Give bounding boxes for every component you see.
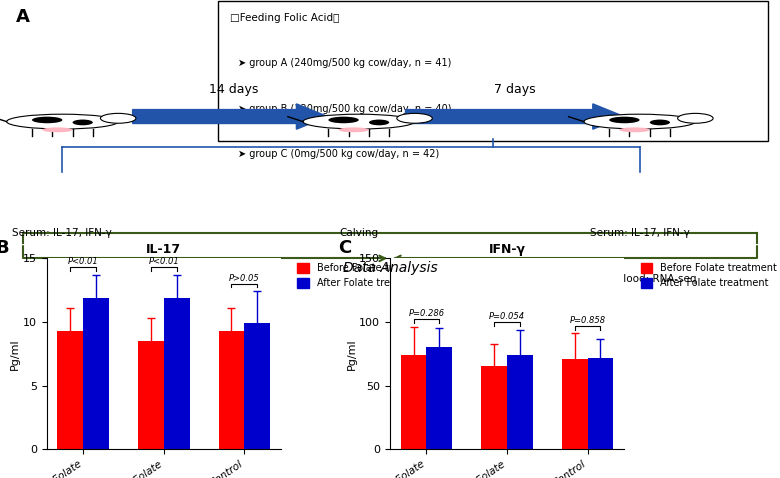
Text: Calving: Calving bbox=[339, 228, 378, 238]
Text: P=0.286: P=0.286 bbox=[409, 309, 445, 318]
Title: IFN-γ: IFN-γ bbox=[488, 242, 526, 256]
Bar bbox=[164, 298, 190, 449]
Bar bbox=[562, 359, 587, 449]
Legend: Before Folate treatment, After Folate treatment: Before Folate treatment, After Folate tr… bbox=[640, 263, 777, 288]
Text: Serum: IL-17, IFN-γ: Serum: IL-17, IFN-γ bbox=[590, 228, 690, 238]
Text: C: C bbox=[339, 239, 352, 257]
FancyArrow shape bbox=[406, 104, 624, 129]
Text: B: B bbox=[0, 239, 9, 257]
Ellipse shape bbox=[678, 113, 713, 123]
Ellipse shape bbox=[397, 113, 432, 123]
Ellipse shape bbox=[650, 120, 670, 125]
Bar bbox=[138, 341, 164, 449]
Bar bbox=[244, 323, 270, 449]
Title: IL-17: IL-17 bbox=[146, 242, 182, 256]
Text: ➤ group B (120mg/500 kg cow/day, n = 40): ➤ group B (120mg/500 kg cow/day, n = 40) bbox=[238, 104, 452, 114]
Ellipse shape bbox=[328, 117, 359, 123]
Text: P=0.858: P=0.858 bbox=[569, 316, 605, 325]
Bar bbox=[58, 331, 83, 449]
Y-axis label: Pg/ml: Pg/ml bbox=[346, 338, 356, 369]
Ellipse shape bbox=[339, 127, 369, 132]
Ellipse shape bbox=[101, 113, 136, 123]
Text: P<0.01: P<0.01 bbox=[68, 257, 98, 266]
FancyArrow shape bbox=[133, 104, 328, 129]
Text: Serum: IL-17, IFN-γ: Serum: IL-17, IFN-γ bbox=[12, 228, 112, 238]
Text: □Feeding Folic Acid：: □Feeding Folic Acid： bbox=[230, 13, 339, 22]
Text: P>0.05: P>0.05 bbox=[229, 274, 260, 282]
Ellipse shape bbox=[583, 114, 695, 129]
Ellipse shape bbox=[73, 120, 93, 125]
Text: P<0.01: P<0.01 bbox=[148, 257, 179, 266]
Legend: Before Folate treatment, After Folate treatment: Before Folate treatment, After Folate tr… bbox=[297, 263, 434, 288]
Text: P=0.054: P=0.054 bbox=[489, 312, 525, 321]
Ellipse shape bbox=[6, 114, 119, 129]
Ellipse shape bbox=[42, 127, 73, 132]
Text: A: A bbox=[16, 8, 30, 26]
Text: ➤ group C (0mg/500 kg cow/day, n = 42): ➤ group C (0mg/500 kg cow/day, n = 42) bbox=[238, 150, 439, 160]
Y-axis label: Pg/ml: Pg/ml bbox=[10, 338, 20, 369]
Text: 14 days: 14 days bbox=[209, 83, 259, 96]
Text: Data Analysis: Data Analysis bbox=[342, 261, 438, 274]
Bar bbox=[481, 367, 507, 449]
Text: White blood: RNA-seq: White blood: RNA-seq bbox=[583, 273, 697, 283]
Bar bbox=[507, 355, 533, 449]
Bar bbox=[587, 358, 613, 449]
Ellipse shape bbox=[32, 117, 62, 123]
Bar bbox=[427, 348, 452, 449]
Ellipse shape bbox=[609, 117, 640, 123]
Bar bbox=[401, 355, 427, 449]
Bar bbox=[218, 331, 244, 449]
Bar bbox=[83, 298, 109, 449]
Text: ➤ group A (240mg/500 kg cow/day, n = 41): ➤ group A (240mg/500 kg cow/day, n = 41) bbox=[238, 58, 452, 68]
Text: 7 days: 7 days bbox=[494, 83, 536, 96]
Ellipse shape bbox=[303, 114, 415, 129]
Ellipse shape bbox=[369, 120, 389, 125]
Ellipse shape bbox=[619, 127, 650, 132]
